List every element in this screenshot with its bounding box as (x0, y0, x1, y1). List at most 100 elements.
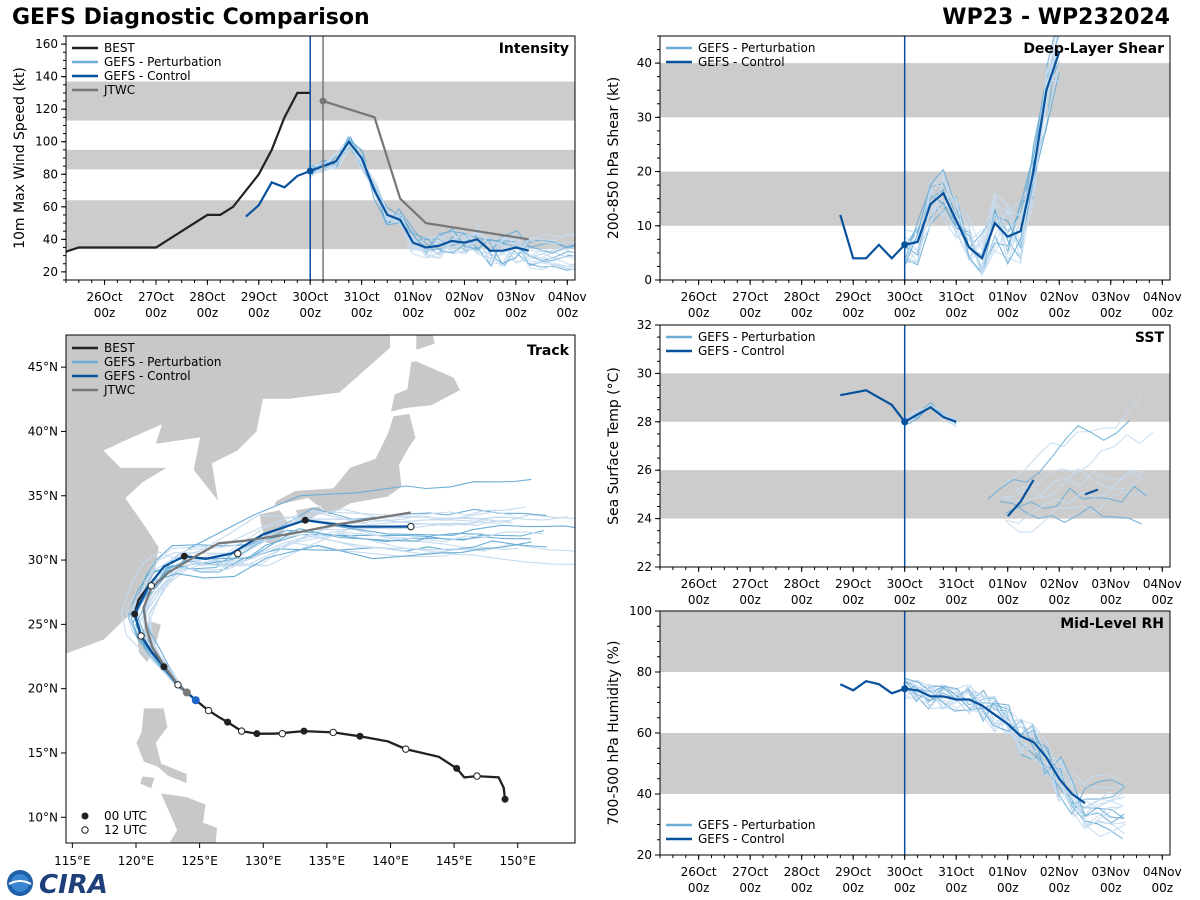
x-hour-label: 00z (997, 881, 1019, 895)
x-date-label: 29Oct (835, 865, 871, 879)
marker-12utc (204, 706, 213, 715)
gefs-control-line (245, 139, 529, 252)
x-date-label: 02Nov (445, 290, 484, 304)
x-hour-label: 00z (894, 593, 916, 607)
marker-12utc (237, 727, 246, 735)
ensemble-member-line (1005, 490, 1149, 533)
lon-tick-label: 115°E (54, 854, 91, 868)
x-hour-label: 00z (1151, 881, 1173, 895)
x-date-label: 29Oct (835, 577, 871, 591)
lat-tick-label: 45°N (28, 360, 58, 374)
x-date-label: 31Oct (938, 865, 974, 879)
sakhalin-land (415, 335, 436, 351)
x-hour-label: 00z (94, 306, 116, 320)
lon-tick-label: 120°E (118, 854, 155, 868)
lon-tick-label: 125°E (181, 854, 218, 868)
x-date-label: 26Oct (87, 290, 123, 304)
control-init-marker (306, 167, 314, 175)
jtwc-init-marker (182, 688, 191, 697)
intensity-chart: 20 40 60 80 100 120 140 160 26Oct 00z 27Oct 00z 28Oc… (12, 35, 587, 320)
ensemble-track-line (130, 524, 575, 701)
y-axis-label: 200-850 hPa Shear (kt) (606, 77, 622, 239)
x-hour-label: 00z (1151, 593, 1173, 607)
legend-label-perturbation: GEFS - Perturbation (104, 55, 221, 69)
page-title: GEFS Diagnostic Comparison (12, 5, 370, 30)
x-hour-label: 00z (842, 881, 864, 895)
logo-text: CIRA (39, 870, 108, 898)
marker-12utc (278, 729, 287, 738)
y-tick-label: 28 (637, 415, 652, 429)
plot-area (66, 81, 575, 271)
x-hour-label: 00z (688, 306, 710, 320)
lat-tick-label: 30°N (28, 553, 58, 567)
x-date-label: 02Nov (1040, 577, 1079, 591)
ensemble-member-line (905, 684, 1126, 838)
lat-tick-label: 40°N (28, 424, 58, 438)
marker-00utc (501, 795, 509, 803)
x-date-label: 01Nov (988, 577, 1027, 591)
shaded-band (660, 611, 1170, 672)
legend-label-control: GEFS - Control (698, 55, 785, 69)
y-tick-label: 100 (35, 135, 58, 149)
y-axis-label: 700-500 hPa Humidity (%) (606, 641, 622, 826)
y-tick-label: 40 (637, 56, 652, 70)
y-tick-label: 22 (637, 560, 652, 574)
ensemble-member-line (904, 685, 1125, 834)
marker-00utc (180, 552, 188, 560)
legend-label-jtwc: JTWC (103, 383, 135, 397)
legend-marker-00utc (81, 812, 89, 820)
x-hour-label: 00z (842, 306, 864, 320)
panel-title: SST (1135, 330, 1165, 346)
x-hour-label: 00z (1151, 306, 1173, 320)
ensemble-member-line (1005, 485, 1148, 514)
legend-label-perturbation: GEFS - Perturbation (698, 41, 815, 55)
marker-00utc (160, 663, 168, 671)
x-hour-label: 00z (945, 306, 967, 320)
x-hour-label: 00z (1048, 306, 1070, 320)
rh-chart: 20 40 60 80 100 26Oct 00z 27Oct 00z 28Oct 00z 29Oct… (606, 604, 1182, 895)
y-tick-label: 30 (637, 366, 652, 380)
x-hour-label: 00z (894, 881, 916, 895)
y-tick-label: 32 (637, 318, 652, 332)
y-tick-label: 80 (637, 665, 652, 679)
x-hour-label: 00z (739, 881, 761, 895)
visayas-mindanao-land (159, 792, 218, 843)
mindoro-palawan-land (139, 775, 156, 790)
x-hour-label: 00z (145, 306, 167, 320)
x-hour-label: 00z (1048, 593, 1070, 607)
shaded-band (660, 63, 1170, 118)
ensemble-member-line (904, 62, 1060, 267)
ensemble-member-line (999, 501, 1142, 525)
x-hour-label: 00z (248, 306, 270, 320)
x-date-label: 28Oct (189, 290, 225, 304)
x-hour-label: 00z (556, 306, 578, 320)
x-hour-label: 00z (454, 306, 476, 320)
x-date-label: 28Oct (784, 290, 820, 304)
legend-label-control: GEFS - Control (698, 832, 785, 846)
lat-tick-label: 25°N (28, 617, 58, 631)
x-hour-label: 00z (739, 593, 761, 607)
plot-area (660, 373, 1170, 533)
x-hour-label: 00z (791, 881, 813, 895)
plot-area (660, 36, 1170, 277)
marker-00utc (356, 732, 364, 740)
ensemble-member-line (308, 145, 575, 271)
hainan-land (60, 663, 64, 672)
y-tick-label: 80 (43, 167, 58, 181)
legend-label-00utc: 00 UTC (104, 809, 147, 823)
plot-area (660, 611, 1170, 840)
lon-tick-label: 145°E (436, 854, 473, 868)
lon-tick-label: 135°E (309, 854, 346, 868)
luzon-land (135, 707, 188, 785)
ensemble-member-line (904, 64, 1060, 263)
x-date-label: 30Oct (887, 290, 923, 304)
control-init-marker (191, 696, 200, 705)
x-hour-label: 00z (791, 593, 813, 607)
panel-title: Track (527, 343, 570, 359)
ensemble-member-line (904, 36, 1060, 277)
x-date-label: 27Oct (138, 290, 174, 304)
x-date-label: 27Oct (732, 865, 768, 879)
control-init-marker (901, 685, 909, 693)
